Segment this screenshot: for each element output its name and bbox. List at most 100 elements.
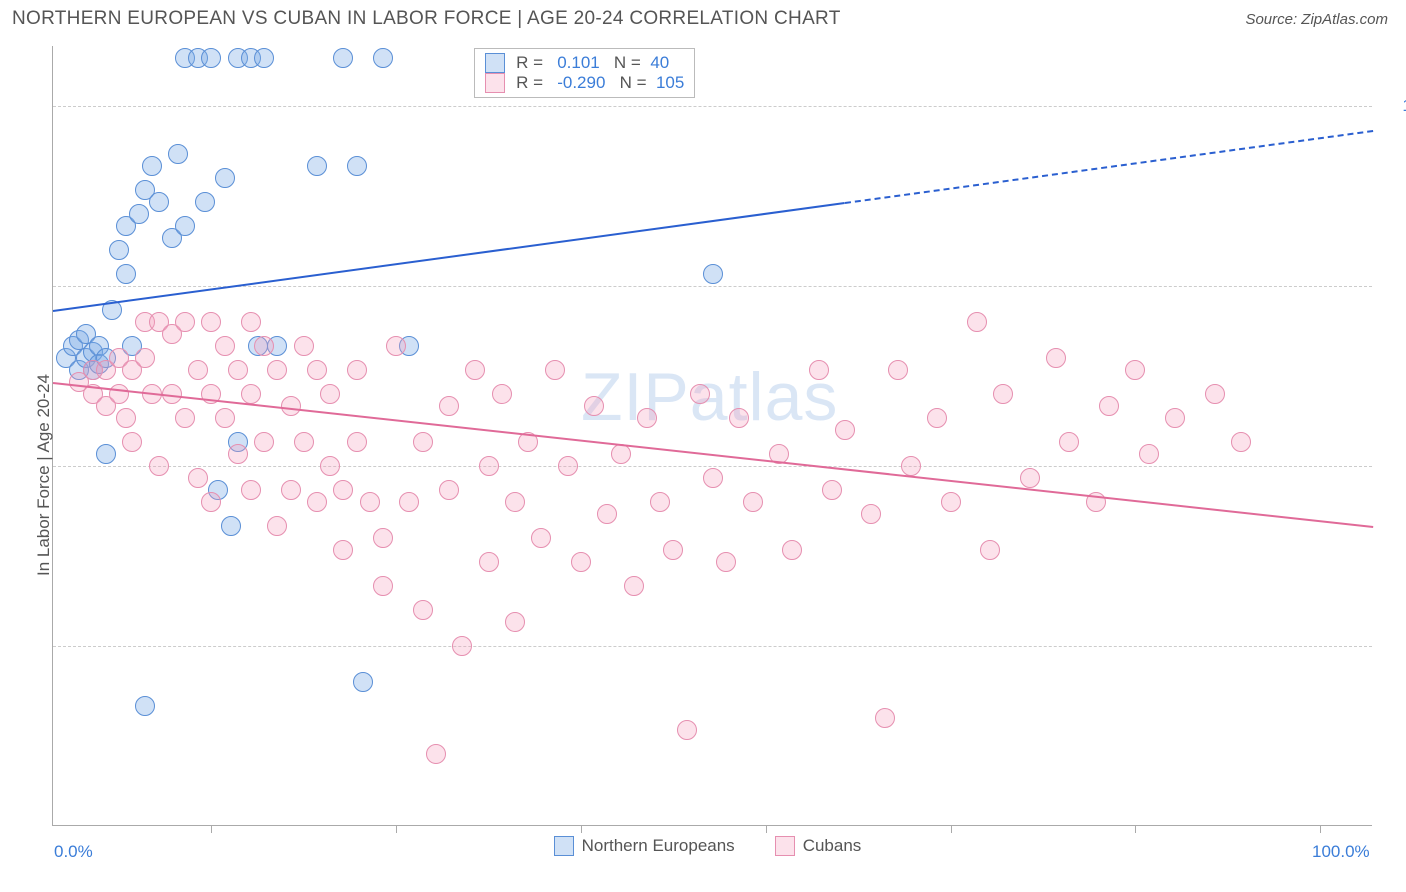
data-point	[545, 360, 565, 380]
data-point	[703, 264, 723, 284]
data-point	[558, 456, 578, 476]
data-point	[505, 492, 525, 512]
y-tick-label: 70.0%	[1380, 456, 1406, 476]
data-point	[129, 204, 149, 224]
data-point	[413, 600, 433, 620]
data-point	[1125, 360, 1145, 380]
data-point	[215, 408, 235, 428]
x-axis-min-label: 0.0%	[54, 842, 93, 862]
data-point	[142, 156, 162, 176]
data-point	[875, 708, 895, 728]
data-point	[109, 384, 129, 404]
data-point	[307, 156, 327, 176]
data-point	[254, 336, 274, 356]
data-point	[96, 444, 116, 464]
stats-text: R = 0.101 N = 40	[511, 53, 669, 73]
stats-text: R = -0.290 N = 105	[511, 73, 684, 93]
data-point	[386, 336, 406, 356]
data-point	[333, 48, 353, 68]
data-point	[1099, 396, 1119, 416]
data-point	[215, 168, 235, 188]
data-point	[241, 384, 261, 404]
correlation-chart: 100.0%85.0%70.0%55.0%ZIPatlasIn Labor Fo…	[12, 36, 1394, 836]
data-point	[149, 192, 169, 212]
data-point	[373, 576, 393, 596]
data-point	[413, 432, 433, 452]
data-point	[861, 504, 881, 524]
legend-label: Northern Europeans	[582, 836, 735, 856]
data-point	[439, 480, 459, 500]
data-point	[505, 612, 525, 632]
data-point	[716, 552, 736, 572]
data-point	[241, 312, 261, 332]
watermark: ZIPatlas	[581, 358, 838, 436]
stats-legend: R = 0.101 N = 40 R = -0.290 N = 105	[474, 48, 695, 98]
data-point	[809, 360, 829, 380]
data-point	[373, 528, 393, 548]
data-point	[228, 444, 248, 464]
data-point	[1139, 444, 1159, 464]
data-point	[531, 528, 551, 548]
data-point	[122, 432, 142, 452]
data-point	[637, 408, 657, 428]
data-point	[611, 444, 631, 464]
data-point	[571, 552, 591, 572]
gridline	[53, 646, 1372, 647]
data-point	[465, 360, 485, 380]
data-point	[149, 456, 169, 476]
x-tick	[1135, 825, 1136, 833]
data-point	[1205, 384, 1225, 404]
data-point	[353, 672, 373, 692]
data-point	[109, 240, 129, 260]
data-point	[439, 396, 459, 416]
gridline	[53, 106, 1372, 107]
data-point	[347, 156, 367, 176]
data-point	[175, 216, 195, 236]
data-point	[782, 540, 802, 560]
data-point	[135, 696, 155, 716]
data-point	[1231, 432, 1251, 452]
data-point	[967, 312, 987, 332]
data-point	[452, 636, 472, 656]
data-point	[677, 720, 697, 740]
data-point	[584, 396, 604, 416]
legend-item: Northern Europeans	[554, 836, 735, 856]
data-point	[221, 516, 241, 536]
legend-swatch	[485, 73, 505, 93]
data-point	[690, 384, 710, 404]
data-point	[281, 396, 301, 416]
data-point	[993, 384, 1013, 404]
data-point	[267, 516, 287, 536]
data-point	[333, 480, 353, 500]
gridline	[53, 286, 1372, 287]
data-point	[168, 144, 188, 164]
data-point	[980, 540, 1000, 560]
data-point	[281, 480, 301, 500]
data-point	[175, 408, 195, 428]
x-tick	[766, 825, 767, 833]
x-tick	[581, 825, 582, 833]
data-point	[360, 492, 380, 512]
data-point	[479, 456, 499, 476]
chart-title: NORTHERN EUROPEAN VS CUBAN IN LABOR FORC…	[12, 8, 841, 30]
data-point	[1165, 408, 1185, 428]
legend-label: Cubans	[803, 836, 862, 856]
data-point	[822, 480, 842, 500]
data-point	[941, 492, 961, 512]
data-point	[333, 540, 353, 560]
data-point	[228, 360, 248, 380]
data-point	[320, 384, 340, 404]
chart-header: NORTHERN EUROPEAN VS CUBAN IN LABOR FORC…	[0, 0, 1406, 36]
data-point	[743, 492, 763, 512]
data-point	[116, 408, 136, 428]
data-point	[188, 468, 208, 488]
data-point	[195, 192, 215, 212]
y-tick-label: 85.0%	[1380, 276, 1406, 296]
data-point	[201, 492, 221, 512]
legend-item: Cubans	[775, 836, 862, 856]
data-point	[320, 456, 340, 476]
stats-row: R = 0.101 N = 40	[485, 53, 684, 73]
y-tick-label: 55.0%	[1380, 636, 1406, 656]
data-point	[116, 264, 136, 284]
data-point	[835, 420, 855, 440]
